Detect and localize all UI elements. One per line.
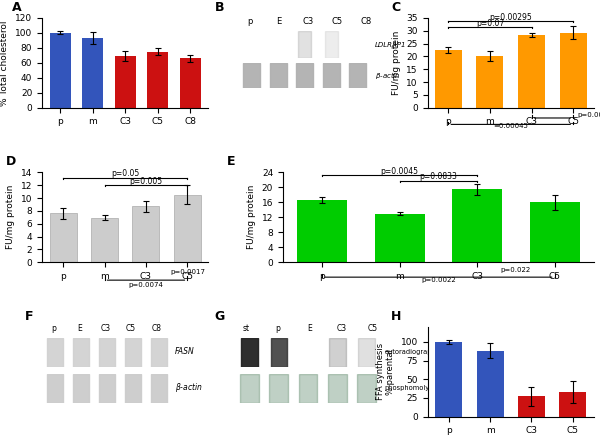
Y-axis label: FU/mg protein: FU/mg protein [247,185,256,250]
Y-axis label: FU/mg protein: FU/mg protein [6,185,15,250]
Text: p: p [51,324,56,333]
Text: FASN: FASN [175,348,195,357]
Text: H: H [391,310,401,323]
Text: LDLRAP1: LDLRAP1 [374,42,406,48]
Bar [452,189,502,262]
Bar [518,35,545,108]
Text: p: p [275,324,280,333]
Text: p=0.0045: p=0.0045 [381,167,419,176]
Text: A: A [12,1,22,14]
Y-axis label: % Total cholesterol: % Total cholesterol [1,20,10,106]
Text: C: C [391,1,400,14]
Text: p=0.0066: p=0.0066 [577,112,600,118]
Bar [297,200,347,262]
Text: C3: C3 [302,17,314,26]
Text: C8: C8 [361,17,372,26]
Text: p=0.022: p=0.022 [501,267,531,272]
Text: phosphomolybdate: phosphomolybdate [385,385,449,391]
Text: F: F [25,310,34,323]
Bar [50,33,71,108]
Bar [476,56,503,108]
Bar [560,33,587,108]
Bar [180,58,201,108]
Text: $\beta$-actin: $\beta$-actin [175,381,203,394]
Y-axis label: FFA synthesis
% parental: FFA synthesis % parental [376,343,395,401]
Text: autoradiography: autoradiography [385,349,440,355]
Text: st: st [243,324,250,333]
Bar [82,38,103,108]
Text: E: E [227,155,235,168]
Text: p=0.0074: p=0.0074 [128,281,163,288]
Text: =0.00045: =0.00045 [493,123,528,129]
Text: E: E [77,324,82,333]
Text: D: D [5,155,16,168]
Bar [133,207,160,262]
Text: p=0.005: p=0.005 [130,177,163,186]
Text: G: G [215,310,225,323]
Bar [476,351,503,417]
Text: C8: C8 [152,324,162,333]
Text: p=0.0833: p=0.0833 [419,172,457,181]
Y-axis label: FU/mg protein: FU/mg protein [392,30,401,95]
Text: p=0.00295: p=0.00295 [490,13,532,22]
Text: p: p [247,17,253,26]
Bar [435,50,462,108]
Bar [559,392,586,417]
Text: E: E [307,324,312,333]
Text: p=0.05: p=0.05 [111,169,139,178]
Bar [115,56,136,108]
Bar [91,218,118,262]
Text: p=0.0022: p=0.0022 [421,276,456,283]
Text: p=0.07: p=0.07 [476,19,504,28]
Text: C5: C5 [332,17,343,26]
Bar [374,214,425,262]
Bar [518,396,545,417]
Text: E: E [276,17,281,26]
Bar [50,213,77,262]
Text: B: B [215,1,224,14]
Text: C3: C3 [336,324,346,333]
Text: C3: C3 [100,324,110,333]
Bar [530,202,580,262]
Text: $\beta$-actin: $\beta$-actin [374,70,400,81]
Bar [435,342,462,417]
Bar [147,52,169,108]
Bar [174,195,201,262]
Text: p=0.0017: p=0.0017 [170,269,205,275]
Text: C5: C5 [126,324,136,333]
Text: C5: C5 [368,324,378,333]
